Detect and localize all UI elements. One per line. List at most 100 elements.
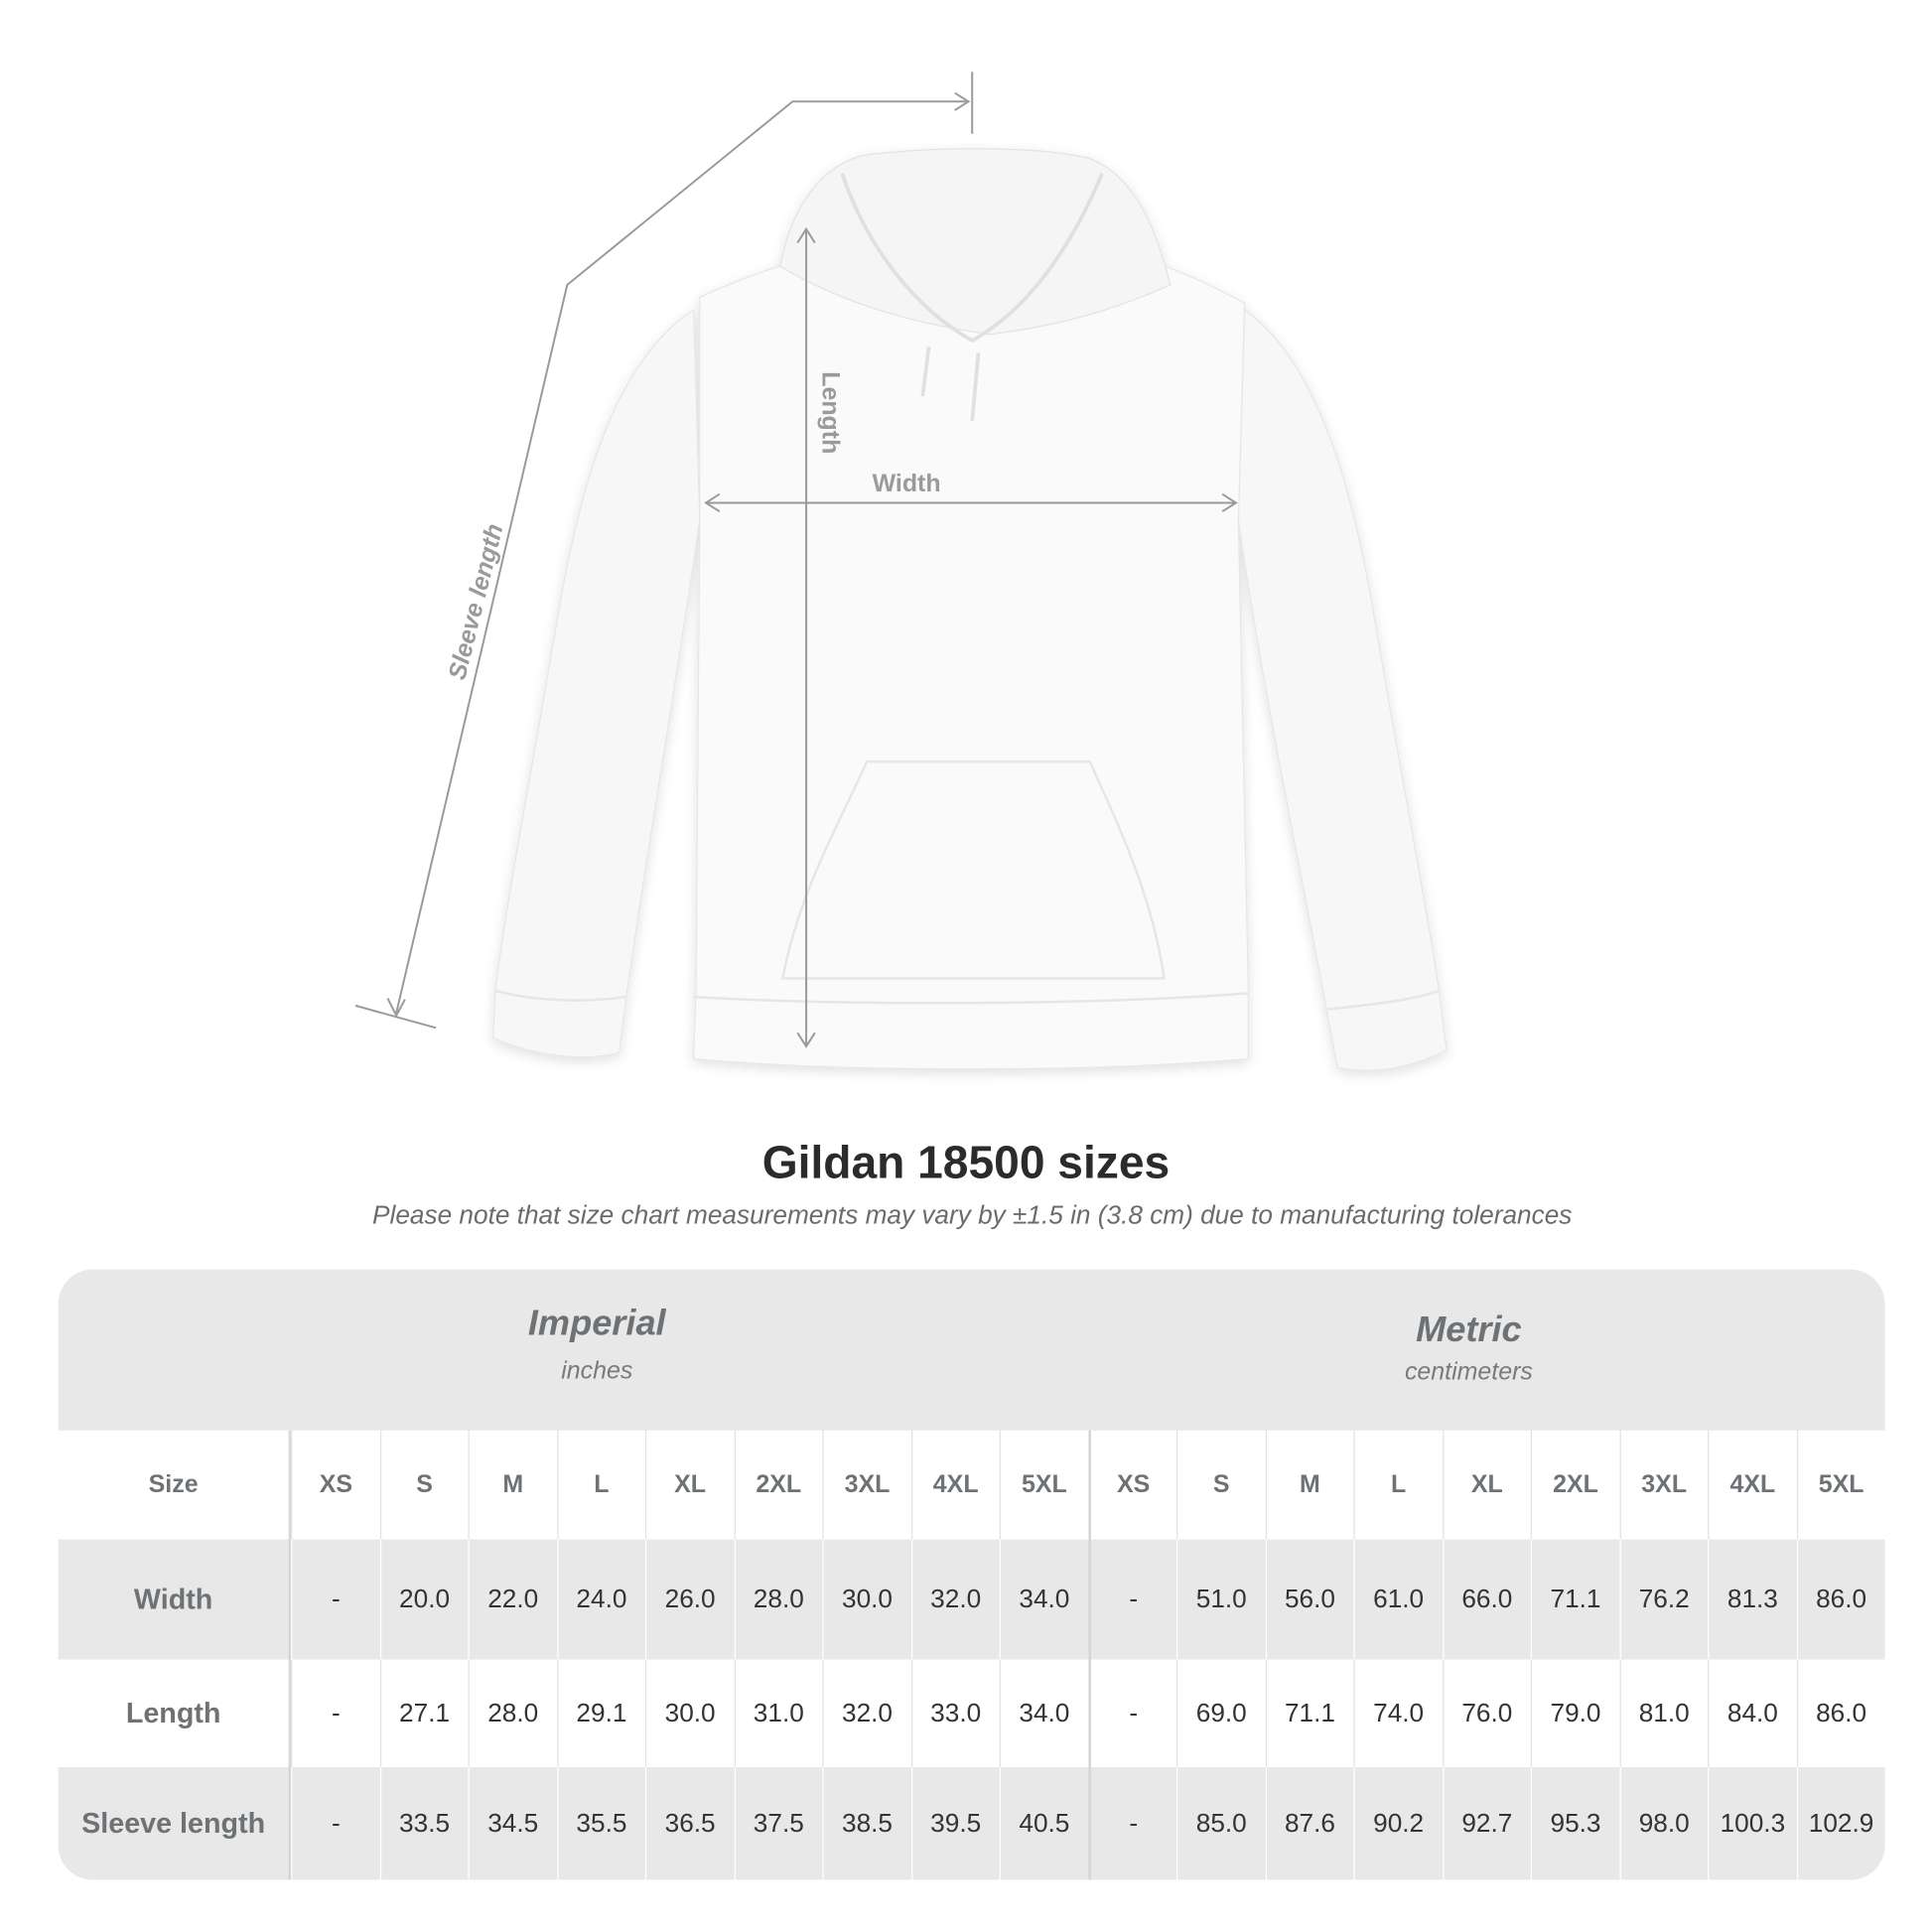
arrow-head bbox=[796, 1032, 816, 1048]
imperial-header: Imperial inches bbox=[349, 1305, 845, 1386]
table-cell: 85.0 bbox=[1176, 1767, 1265, 1880]
table-cell: 92.7 bbox=[1442, 1767, 1531, 1880]
size-header-row: Size XS S M L XL 2XL 3XL 4XL 5XL XS S M L XL 2XL 3XL 4XL… bbox=[58, 1430, 1885, 1540]
size-header-cell: S bbox=[1176, 1430, 1265, 1540]
size-header-cell: 2XL bbox=[1530, 1430, 1619, 1540]
table-cell: - bbox=[291, 1767, 379, 1880]
table-cell: 61.0 bbox=[1353, 1539, 1442, 1660]
table-row-width: Width -20.0 22.0 24.0 26.0 28.0 30.0 32.0 34.0-5… bbox=[58, 1539, 1885, 1660]
table-cell: 31.0 bbox=[734, 1659, 822, 1768]
table-cell: 28.0 bbox=[468, 1659, 557, 1768]
arrow-head bbox=[954, 91, 971, 111]
size-header-cell: L bbox=[1353, 1430, 1442, 1540]
table-cell: 84.0 bbox=[1708, 1659, 1796, 1768]
table-cell: 87.6 bbox=[1265, 1767, 1353, 1880]
table-cell: 81.0 bbox=[1618, 1659, 1708, 1768]
size-header-cell: 3XL bbox=[1618, 1430, 1708, 1540]
length-label: Length bbox=[816, 371, 844, 454]
table-row-length: Length -27.1 28.0 29.1 30.0 31.0 32.0 33.0 34.0-… bbox=[58, 1659, 1885, 1768]
arrow-head bbox=[704, 492, 721, 513]
table-cell: 35.5 bbox=[556, 1767, 645, 1880]
table-cell: 38.5 bbox=[822, 1767, 910, 1880]
table-cell: 30.0 bbox=[644, 1659, 734, 1768]
table-cell: 81.3 bbox=[1708, 1539, 1796, 1660]
imperial-title: Imperial bbox=[527, 1304, 666, 1344]
table-cell: 69.0 bbox=[1176, 1659, 1265, 1768]
table-cell: 95.3 bbox=[1530, 1767, 1619, 1880]
table-cell: 39.5 bbox=[910, 1767, 999, 1880]
size-header-cell: L bbox=[556, 1430, 645, 1540]
table-cell: - bbox=[291, 1539, 379, 1660]
row-label: Length bbox=[59, 1659, 292, 1768]
row-label: Width bbox=[59, 1539, 292, 1660]
table-cell: 36.5 bbox=[644, 1767, 734, 1880]
metric-header: Metric centimeters bbox=[1221, 1311, 1717, 1387]
arrow-head bbox=[796, 226, 816, 244]
size-header-cell: XS bbox=[1087, 1430, 1176, 1540]
table-cell: 29.1 bbox=[556, 1659, 645, 1768]
table-cell: 20.0 bbox=[379, 1539, 468, 1660]
table-cell: 33.5 bbox=[379, 1767, 468, 1880]
sleeve-length-label: Sleeve length bbox=[443, 521, 508, 683]
table-cell: 28.0 bbox=[734, 1539, 822, 1660]
metric-unit: centimeters bbox=[1404, 1358, 1533, 1386]
table-cell: - bbox=[1087, 1659, 1176, 1768]
table-cell: 32.0 bbox=[910, 1539, 999, 1660]
size-header-cell: M bbox=[468, 1430, 557, 1540]
table-cell: 22.0 bbox=[468, 1539, 557, 1660]
table-cell: 66.0 bbox=[1442, 1539, 1531, 1660]
table-cell: 98.0 bbox=[1618, 1767, 1708, 1880]
table-cell: 86.0 bbox=[1796, 1539, 1884, 1660]
sleeve-length-line bbox=[395, 100, 966, 1014]
hoodie-illustration: Width Length Sleeve length bbox=[354, 71, 1448, 1071]
size-header-cell: 5XL bbox=[1796, 1430, 1884, 1540]
table-cell: 76.2 bbox=[1618, 1539, 1708, 1660]
sleeve-end-tick bbox=[354, 1004, 437, 1030]
table-cell: - bbox=[1087, 1539, 1176, 1660]
table-cell: 33.0 bbox=[910, 1659, 999, 1768]
size-header-cell: XL bbox=[1442, 1430, 1531, 1540]
size-label: Size bbox=[59, 1430, 292, 1540]
table-cell: 71.1 bbox=[1530, 1539, 1619, 1660]
table-cell: 71.1 bbox=[1265, 1659, 1353, 1768]
size-header-cell: 3XL bbox=[822, 1430, 910, 1540]
table-cell: 34.0 bbox=[999, 1539, 1088, 1660]
size-header-cell: S bbox=[379, 1430, 468, 1540]
table-cell: 90.2 bbox=[1353, 1767, 1442, 1880]
table-cell: 51.0 bbox=[1176, 1539, 1265, 1660]
table-row-sleeve-length: Sleeve length -33.5 34.5 35.5 36.5 37.5 38.5 39… bbox=[58, 1767, 1885, 1880]
table-cell: - bbox=[1087, 1767, 1176, 1880]
table-cell: 24.0 bbox=[556, 1539, 645, 1660]
size-header-cell: XS bbox=[291, 1430, 379, 1540]
size-header-cell: 4XL bbox=[1708, 1430, 1796, 1540]
table-cell: 100.3 bbox=[1708, 1767, 1796, 1880]
table-cell: 79.0 bbox=[1530, 1659, 1619, 1768]
metric-title: Metric bbox=[1416, 1310, 1522, 1350]
size-header-cell: 2XL bbox=[734, 1430, 822, 1540]
table-cell: 40.5 bbox=[999, 1767, 1088, 1880]
table-cell: 86.0 bbox=[1796, 1659, 1884, 1768]
size-header-cell: 4XL bbox=[910, 1430, 999, 1540]
arrow-head bbox=[1221, 492, 1238, 513]
table-cell: 56.0 bbox=[1265, 1539, 1353, 1660]
unit-header: Imperial inches Metric centimeters bbox=[59, 1270, 1885, 1431]
page-title: Gildan 18500 sizes bbox=[761, 1137, 1171, 1188]
table-cell: 27.1 bbox=[379, 1659, 468, 1768]
size-table: Imperial inches Metric centimeters Size … bbox=[58, 1269, 1885, 1880]
width-label: Width bbox=[873, 470, 941, 497]
table-cell: 32.0 bbox=[822, 1659, 910, 1768]
size-header-cell: XL bbox=[644, 1430, 734, 1540]
table-cell: 34.5 bbox=[468, 1767, 557, 1880]
table-cell: 34.0 bbox=[999, 1659, 1088, 1768]
table-cell: - bbox=[291, 1659, 379, 1768]
size-header-cell: M bbox=[1265, 1430, 1353, 1540]
imperial-unit: inches bbox=[561, 1357, 633, 1385]
measurement-lines bbox=[354, 71, 1238, 1048]
table-cell: 74.0 bbox=[1353, 1659, 1442, 1768]
table-cell: 30.0 bbox=[822, 1539, 910, 1660]
table-cell: 26.0 bbox=[644, 1539, 734, 1660]
size-header-cell: 5XL bbox=[999, 1430, 1088, 1540]
row-label: Sleeve length bbox=[59, 1767, 292, 1880]
table-cell: 37.5 bbox=[734, 1767, 822, 1880]
